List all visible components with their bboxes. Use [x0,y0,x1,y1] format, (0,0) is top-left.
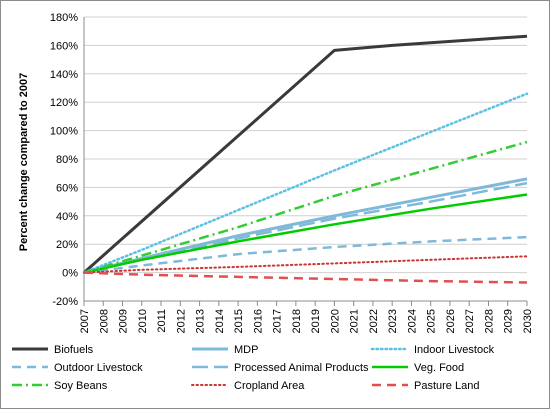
x-tick-label: 2024 [406,309,418,333]
x-axis: 2007 2008 2009 2010 2011 2012 2013 2014 2015 2016… [79,300,534,333]
x-tick-label: 2030 [522,309,534,333]
series-line [83,34,528,274]
legend-label: MDP [234,344,258,356]
series-line [83,193,528,274]
x-tick-label: 2029 [503,309,515,333]
y-tick-label: 140% [50,69,78,81]
x-tick-label: 2016 [252,309,264,333]
y-tick-label: 160% [50,40,78,52]
legend-label: Outdoor Livestock [54,362,143,374]
x-tick-label: 2012 [175,309,187,333]
x-tick-label: 2022 [368,309,380,333]
x-tick-label: 2027 [464,309,476,333]
legend-label: Veg. Food [414,362,464,374]
x-tick-label: 2026 [445,309,457,333]
x-tick-label: 2010 [137,309,149,333]
x-tick-label: 2020 [329,309,341,333]
y-tick-label: 40% [56,211,78,223]
legend-label: Indoor Livestock [414,344,495,356]
x-tick-label: 2021 [349,309,361,333]
x-tick-label: 2017 [272,309,284,333]
legend-label: Biofuels [54,344,94,356]
legend-item: Outdoor Livestock [12,362,143,374]
x-tick-label: 2018 [291,309,303,333]
legend-label: Cropland Area [234,380,305,392]
x-tick-label: 2011 [156,309,168,333]
series-lines [82,34,529,284]
legend-item: Cropland Area [191,380,305,392]
series-line [83,235,528,274]
y-tick-label: 60% [56,182,78,194]
legend-item: Pasture Land [372,380,479,392]
y-tick-label: 80% [56,154,78,166]
x-tick-label: 2008 [98,309,110,333]
y-axis: -20% 0% 20% 40% 60% 80% 100% 120% 140% 160% 180% [50,12,85,308]
x-tick-label: 2025 [426,309,438,333]
x-tick-label: 2015 [233,309,245,333]
y-tick-label: 0% [62,268,78,280]
x-tick-label: 2028 [483,309,495,333]
series-line [83,271,528,284]
legend-item: Soy Beans [12,380,108,392]
series-line [83,140,528,274]
legend-item: Processed Animal Products [192,362,369,374]
y-tick-label: 20% [56,239,78,251]
legend-label: Processed Animal Products [234,362,369,374]
legend-label: Pasture Land [414,380,479,392]
y-tick-label: 120% [50,97,78,109]
legend-item: Veg. Food [372,362,464,374]
series-line [83,255,528,274]
x-tick-label: 2019 [310,309,322,333]
legend-label: Soy Beans [54,380,108,392]
legend-item: Biofuels [12,344,94,356]
y-axis-title: Percent change compared to 2007 [18,73,30,252]
x-tick-label: 2007 [79,309,91,333]
x-tick-label: 2013 [195,309,207,333]
legend-item: MDP [192,344,258,356]
y-tick-label: 180% [50,12,78,24]
x-tick-label: 2009 [118,309,130,333]
legend: Biofuels MDP Indoor Livestock Outdoor Lives… [12,344,495,392]
x-tick-label: 2014 [214,309,226,333]
y-tick-label: 100% [50,126,78,138]
x-tick-label: 2023 [387,309,399,333]
y-tick-label: -20% [52,296,78,308]
series-line [82,92,529,274]
legend-item: Indoor Livestock [370,344,495,356]
